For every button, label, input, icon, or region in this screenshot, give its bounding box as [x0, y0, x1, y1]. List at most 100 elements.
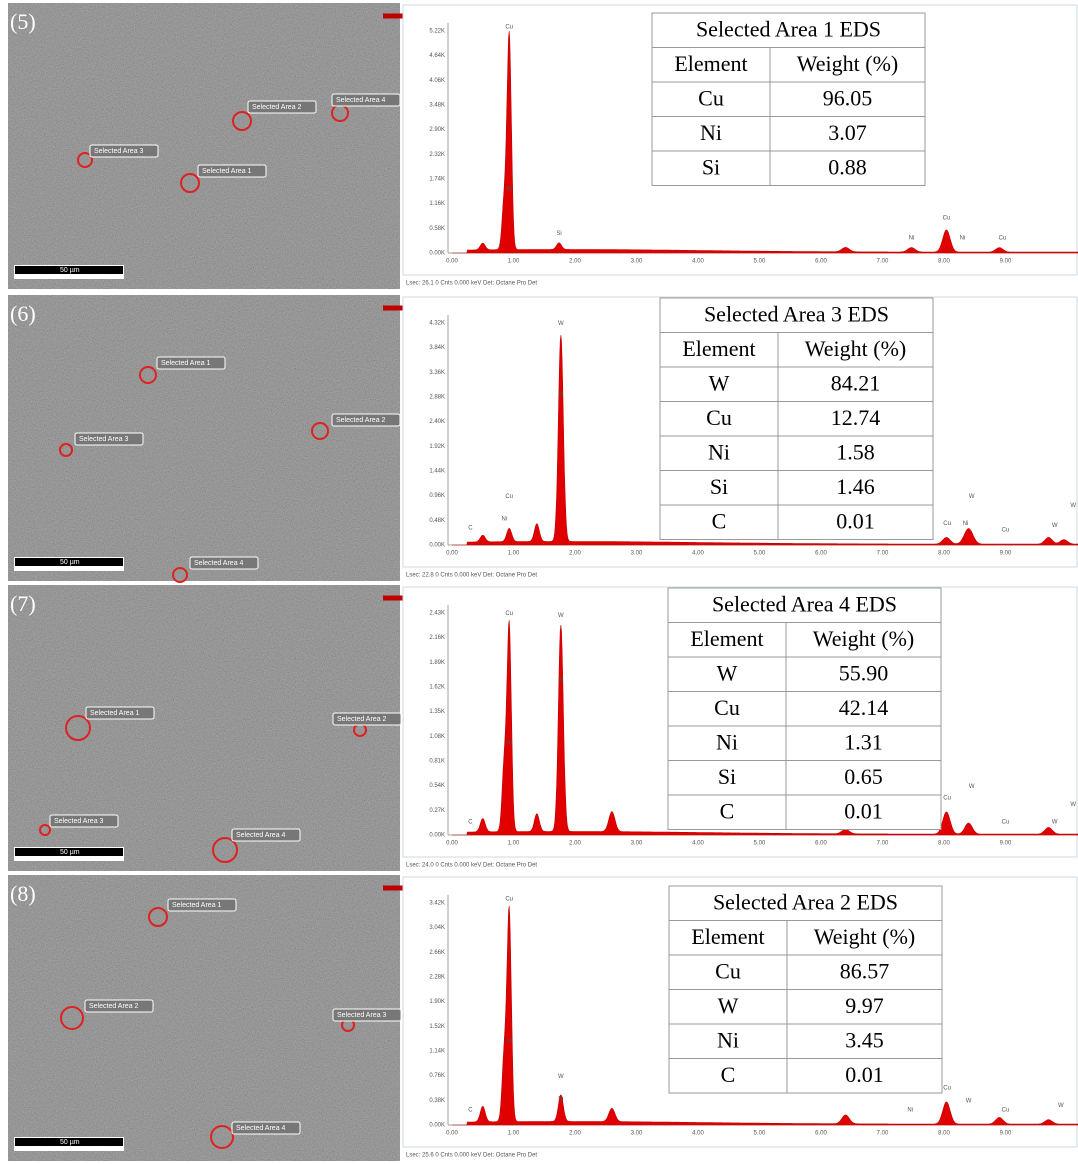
table-title: Selected Area 1 EDS [696, 16, 881, 41]
x-tick-label: 9.00 [1000, 1131, 1012, 1137]
area-label: Selected Area 1 [172, 902, 222, 909]
peak-label: W [1070, 503, 1076, 509]
area-label: Selected Area 1 [90, 710, 140, 717]
y-tick-label: 2.90K [429, 127, 445, 133]
area-label: Selected Area 2 [336, 417, 386, 424]
y-tick-label: 0.48K [429, 518, 445, 524]
table-cell: Element [690, 626, 763, 651]
panel-label: (7) [10, 591, 36, 616]
spectrum-footer: Lsec: 24.0 0 Cnts 0.000 keV Det: Octane … [406, 863, 537, 869]
table-cell: Element [682, 336, 755, 361]
y-tick-label: 5.22K [429, 29, 445, 35]
area-marker [172, 567, 188, 583]
x-tick-label: 6.00 [815, 259, 827, 265]
spectrum-footer: Lsec: 25.6 0 Cnts 0.000 keV Det: Octane … [406, 1153, 537, 1159]
table-cell: Cu [698, 85, 724, 110]
scale-bar [15, 558, 123, 566]
table-cell: Ni [717, 1027, 739, 1052]
x-tick-label: 1.00 [508, 551, 520, 557]
x-tick-label: 8.00 [938, 841, 950, 847]
x-tick-label: 1.00 [508, 841, 520, 847]
peak-label: Cu [1002, 527, 1010, 533]
y-tick-label: 3.04K [429, 925, 445, 931]
table-cell: 1.58 [836, 439, 875, 464]
peak-label: Cu [505, 494, 513, 500]
x-tick-label: 5.00 [754, 1131, 766, 1137]
table-cell: Ni [700, 120, 722, 145]
y-tick-label: 3.84K [429, 345, 445, 351]
x-tick-label: 5.00 [754, 841, 766, 847]
table-cell: Cu [706, 405, 732, 430]
area-label: Selected Area 4 [194, 560, 244, 567]
peak-label: Ni [501, 516, 507, 522]
x-tick-label: 1.00 [508, 259, 520, 265]
table-cell: 96.05 [823, 85, 873, 110]
y-tick-label: 3.36K [429, 370, 445, 376]
peak-label: W [969, 784, 975, 790]
table-title: Selected Area 2 EDS [713, 889, 898, 914]
spectrum-footer: Lsec: 26.1 0 Cnts 0.000 keV Det: Octane … [406, 281, 537, 287]
x-tick-label: 5.00 [754, 551, 766, 557]
y-tick-label: 2.16K [429, 635, 445, 641]
peak-label: Ni [506, 740, 512, 746]
panel-label: (5) [10, 9, 36, 34]
area-marker [60, 1006, 84, 1030]
table-cell: 0.01 [836, 508, 875, 533]
peak-label: W [1058, 1103, 1064, 1109]
area-marker [59, 443, 73, 457]
y-tick-label: 2.28K [429, 975, 445, 981]
peak-label: W [1052, 523, 1058, 529]
table-cell: Ni [708, 439, 730, 464]
scale-bar [15, 848, 123, 856]
area-label: Selected Area 2 [89, 1003, 139, 1010]
area-label-box [84, 999, 154, 1013]
sem-texture [8, 295, 400, 581]
area-marker [139, 366, 157, 384]
table-cell: 3.45 [845, 1027, 884, 1052]
peak-label: Cu [1002, 1107, 1010, 1113]
area-label-box [49, 814, 119, 828]
peak-label: W [966, 1099, 972, 1105]
table-cell: 0.01 [845, 1062, 884, 1087]
x-tick-label: 7.00 [877, 259, 889, 265]
area-label: Selected Area 3 [79, 436, 129, 443]
area-marker [148, 907, 168, 927]
peak-label: C [468, 820, 473, 826]
peak-label: W [1052, 820, 1058, 826]
x-tick-label: 0.00 [446, 1131, 458, 1137]
y-tick-label: 0.00K [429, 833, 445, 839]
y-tick-label: 2.43K [429, 611, 445, 617]
y-tick-label: 1.35K [429, 709, 445, 715]
table-cell: Element [674, 51, 747, 76]
y-tick-label: 0.00K [429, 1123, 445, 1129]
table [667, 587, 942, 830]
x-tick-label: 9.00 [1000, 259, 1012, 265]
y-tick-label: 1.16K [429, 201, 445, 207]
table-cell: C [712, 508, 727, 533]
area-label: Selected Area 1 [202, 168, 252, 175]
y-tick-label: 0.58K [429, 226, 445, 232]
area-label-box [231, 1121, 301, 1135]
peak-label: Si [558, 392, 563, 398]
peak-label: C [468, 525, 473, 531]
scale-bar [15, 1138, 123, 1146]
scale-bar-label: 50 µm [60, 1139, 80, 1146]
area-marker [39, 824, 51, 836]
x-tick-label: 4.00 [692, 841, 704, 847]
x-tick-label: 9.00 [1000, 841, 1012, 847]
area-label: Selected Area 4 [236, 1125, 286, 1132]
panel: (6) Selected Area 1 Selected Area 2 Selecte… [8, 295, 1078, 583]
scale-bar [15, 266, 123, 274]
x-tick-label: 8.00 [938, 259, 950, 265]
peak-label: Cu [943, 521, 951, 527]
peak-label: Ni [506, 187, 512, 193]
y-tick-label: 4.32K [429, 321, 445, 327]
area-marker [180, 173, 200, 193]
y-tick-label: 0.00K [429, 543, 445, 549]
table-cell: 12.74 [831, 405, 881, 430]
table-cell: Cu [715, 958, 741, 983]
x-tick-label: 6.00 [815, 841, 827, 847]
x-tick-label: 8.00 [938, 551, 950, 557]
x-tick-label: 6.00 [815, 1131, 827, 1137]
